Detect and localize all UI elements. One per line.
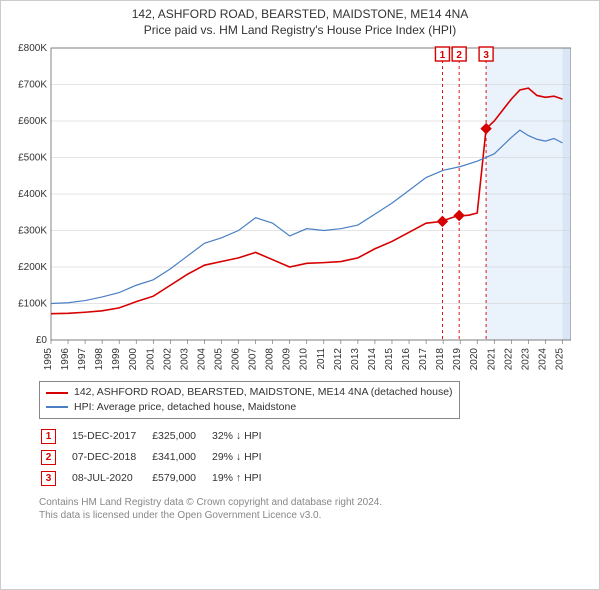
svg-text:£600K: £600K xyxy=(18,116,47,127)
svg-text:2016: 2016 xyxy=(401,348,412,371)
marker-number-box: 2 xyxy=(41,450,56,465)
svg-text:2004: 2004 xyxy=(196,348,207,371)
legend-row: 142, ASHFORD ROAD, BEARSTED, MAIDSTONE, … xyxy=(46,385,453,400)
marker-delta: 32% ↓ HPI xyxy=(212,427,276,446)
svg-text:1998: 1998 xyxy=(94,348,105,371)
marker-date: 07-DEC-2018 xyxy=(72,448,150,467)
svg-text:2001: 2001 xyxy=(145,348,156,371)
table-row: 2 07-DEC-2018£341,00029% ↓ HPI xyxy=(41,448,276,467)
svg-text:1997: 1997 xyxy=(77,348,88,371)
legend-swatch xyxy=(46,406,68,408)
svg-text:2000: 2000 xyxy=(128,348,139,371)
svg-text:2020: 2020 xyxy=(469,348,480,371)
svg-text:2011: 2011 xyxy=(316,348,327,370)
legend: 142, ASHFORD ROAD, BEARSTED, MAIDSTONE, … xyxy=(39,381,460,418)
svg-text:£800K: £800K xyxy=(18,43,47,54)
marker-table: 1 15-DEC-2017£325,00032% ↓ HPI 2 07-DEC-201… xyxy=(39,425,278,490)
marker-date: 15-DEC-2017 xyxy=(72,427,150,446)
svg-text:2018: 2018 xyxy=(435,348,446,371)
marker-price: £341,000 xyxy=(152,448,210,467)
svg-text:£300K: £300K xyxy=(18,226,47,237)
svg-text:£100K: £100K xyxy=(18,299,47,310)
legend-swatch xyxy=(46,392,68,394)
svg-text:1: 1 xyxy=(440,50,446,61)
marker-delta: 19% ↑ HPI xyxy=(212,469,276,488)
svg-text:1996: 1996 xyxy=(60,348,71,371)
svg-text:1995: 1995 xyxy=(43,348,54,371)
svg-text:2025: 2025 xyxy=(554,348,565,371)
svg-text:2: 2 xyxy=(456,50,462,61)
svg-text:2005: 2005 xyxy=(213,348,224,371)
svg-text:2014: 2014 xyxy=(367,348,378,371)
svg-text:2007: 2007 xyxy=(248,348,259,371)
marker-number-box: 3 xyxy=(41,471,56,486)
footer-line1: Contains HM Land Registry data © Crown c… xyxy=(39,496,589,509)
svg-text:2009: 2009 xyxy=(282,348,293,371)
table-row: 3 08-JUL-2020£579,00019% ↑ HPI xyxy=(41,469,276,488)
svg-text:2023: 2023 xyxy=(520,348,531,371)
footer-line2: This data is licensed under the Open Gov… xyxy=(39,509,589,522)
svg-text:2019: 2019 xyxy=(452,348,463,371)
marker-price: £579,000 xyxy=(152,469,210,488)
svg-text:£400K: £400K xyxy=(18,189,47,200)
svg-text:2021: 2021 xyxy=(486,348,497,371)
svg-text:2015: 2015 xyxy=(384,348,395,371)
marker-delta: 29% ↓ HPI xyxy=(212,448,276,467)
svg-text:2022: 2022 xyxy=(503,348,514,371)
title-line2: Price paid vs. HM Land Registry's House … xyxy=(11,23,589,39)
svg-text:1999: 1999 xyxy=(111,348,122,371)
svg-text:2024: 2024 xyxy=(537,348,548,371)
svg-text:2012: 2012 xyxy=(333,348,344,371)
svg-text:£0: £0 xyxy=(36,335,48,346)
svg-text:£500K: £500K xyxy=(18,153,47,164)
svg-text:2017: 2017 xyxy=(418,348,429,371)
marker-price: £325,000 xyxy=(152,427,210,446)
svg-text:2013: 2013 xyxy=(350,348,361,371)
svg-text:2010: 2010 xyxy=(299,348,310,371)
svg-text:2006: 2006 xyxy=(231,348,242,371)
legend-label: HPI: Average price, detached house, Maid… xyxy=(74,400,296,415)
footer: Contains HM Land Registry data © Crown c… xyxy=(39,496,589,522)
svg-text:2002: 2002 xyxy=(162,348,173,371)
chart-svg: £0 £100K £200K £300K £400K £500K £600K £700K £80… xyxy=(11,42,571,372)
svg-text:£700K: £700K xyxy=(18,80,47,91)
svg-text:£200K: £200K xyxy=(18,262,47,273)
line-chart: £0 £100K £200K £300K £400K £500K £600K £700K £80… xyxy=(11,42,589,375)
chart-title: 142, ASHFORD ROAD, BEARSTED, MAIDSTONE, … xyxy=(11,7,589,38)
legend-label: 142, ASHFORD ROAD, BEARSTED, MAIDSTONE, … xyxy=(74,385,453,400)
svg-text:2008: 2008 xyxy=(265,348,276,371)
svg-text:2003: 2003 xyxy=(179,348,190,371)
legend-row: HPI: Average price, detached house, Maid… xyxy=(46,400,453,415)
table-row: 1 15-DEC-2017£325,00032% ↓ HPI xyxy=(41,427,276,446)
marker-number-box: 1 xyxy=(41,429,56,444)
svg-text:3: 3 xyxy=(483,50,489,61)
marker-date: 08-JUL-2020 xyxy=(72,469,150,488)
title-line1: 142, ASHFORD ROAD, BEARSTED, MAIDSTONE, … xyxy=(11,7,589,23)
